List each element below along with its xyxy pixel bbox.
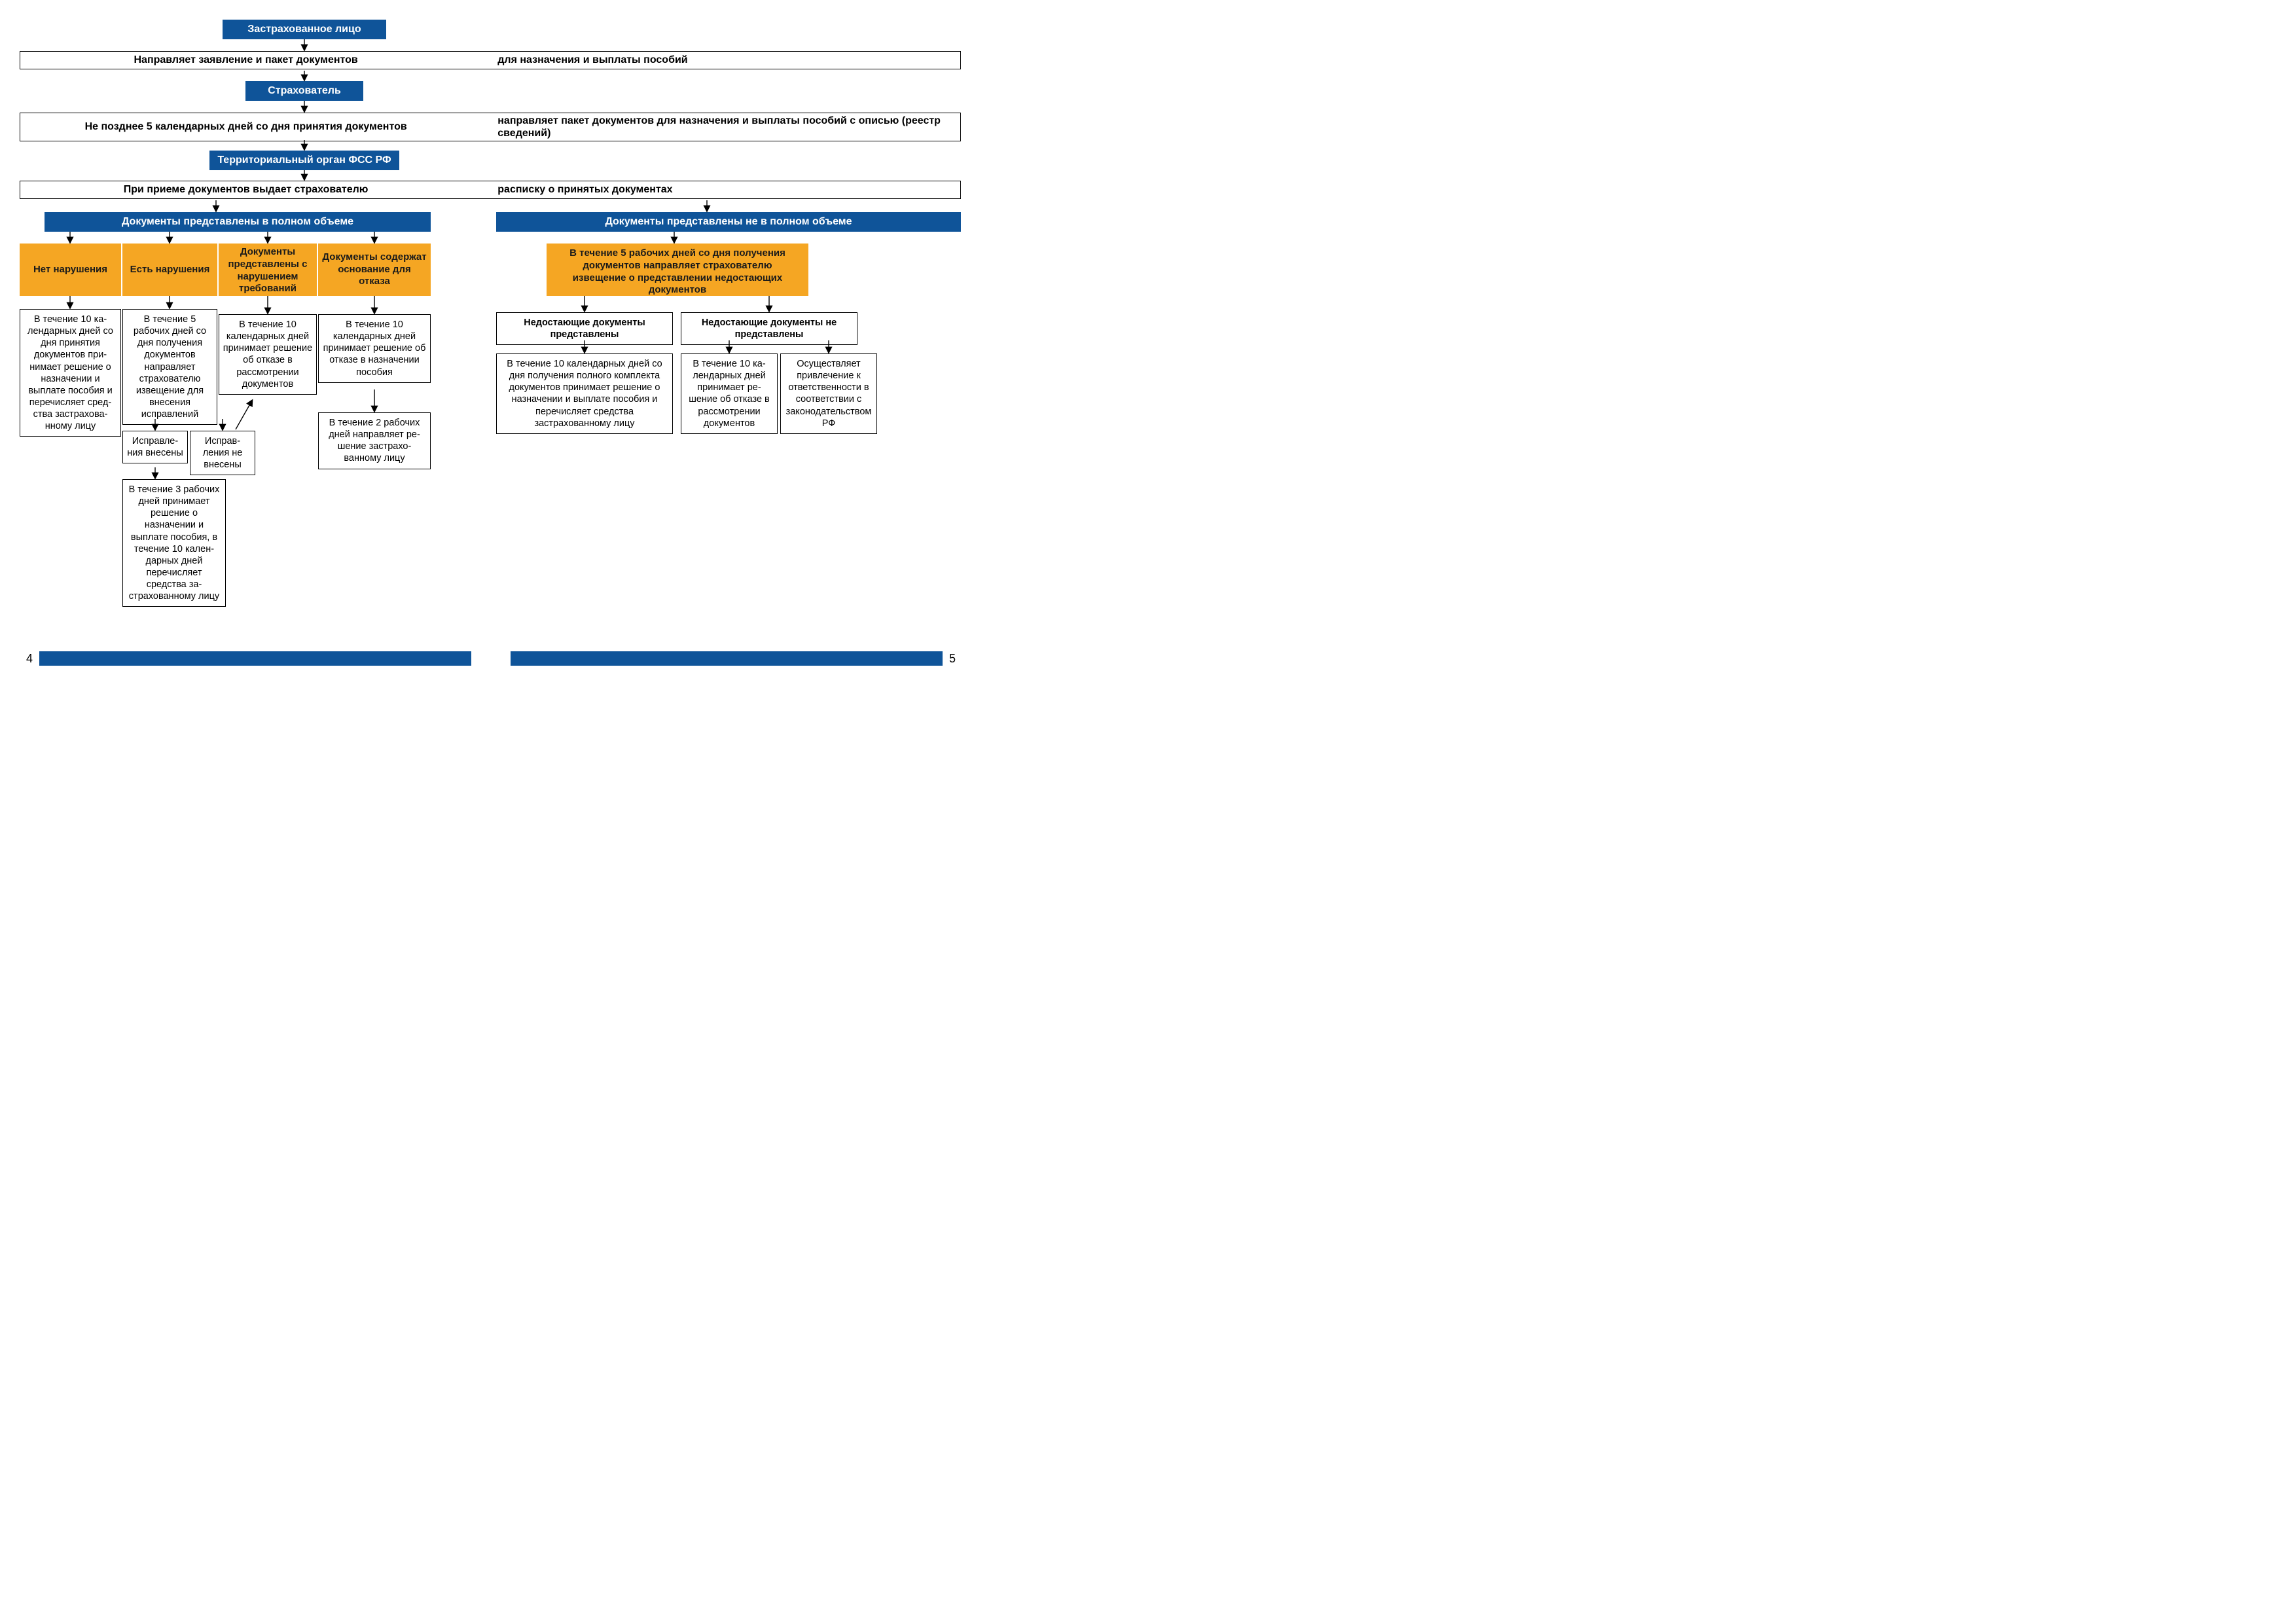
node-fixed-no: Исправ­ления не внесены [190, 431, 255, 475]
row2-left: Не позднее 5 календарных дней со дня при… [20, 121, 471, 133]
node-fixed-yes: Исправле­ния внесе­ны [122, 431, 188, 463]
node-docs-refusal: Документы со­держат основа­ние для отказ… [318, 244, 431, 296]
row-3: При приеме документов выдает страховател… [20, 181, 961, 199]
page-left: 4 [20, 652, 39, 666]
row3-right: расписку о принятых документах [471, 184, 960, 196]
node-fss: Территориальный орган ФСС РФ [209, 151, 399, 170]
node-insurer: Страхователь [245, 81, 363, 101]
row2-right: направляет пакет документов для назначен… [471, 115, 960, 139]
node-insured: Застрахованное лицо [223, 20, 386, 39]
footer-bars: 4 5 [20, 651, 962, 666]
bar-right [511, 651, 943, 666]
row-1: Направляет заявление и пакет документов … [20, 51, 961, 69]
node-has-viol-notice: В течение 5 рабочих дней со дня получе­н… [122, 309, 217, 425]
node-send-decision-2: В течение 2 рабочих дней направляет ре­ш… [318, 412, 431, 469]
node-refuse-benefit: В течение 10 календарных дней принима­ет… [318, 314, 431, 383]
node-missing-yes: Недостающие документы представлены [496, 312, 673, 345]
node-send-notice-5: В течение 5 рабочих дней со дня по­лучен… [547, 244, 808, 296]
node-liability: Осуществляет привлече­ние к ответ­ственн… [780, 353, 877, 434]
row1-right: для назначения и выплаты пособий [471, 54, 960, 66]
node-has-viol: Есть нарушения [122, 244, 217, 296]
node-docs-full: Документы представлены в полном объеме [45, 212, 431, 232]
node-no-viol-decision: В течение 10 ка­лендарных дней со дня пр… [20, 309, 121, 437]
node-decision-3-10: В течение 3 ра­бочих дней при­нимает реш… [122, 479, 226, 607]
node-refuse-review-2: В течение 10 ка­лендарных дней принимает… [681, 353, 778, 434]
row1-left: Направляет заявление и пакет документов [20, 54, 471, 66]
node-refuse-review: В течение 10 календарных дней принимает … [219, 314, 317, 395]
node-missing-no: Недостающие документы не представлены [681, 312, 857, 345]
page-right: 5 [943, 652, 962, 666]
row3-left: При приеме документов выдает страховател… [20, 184, 471, 196]
node-req-viol: Документы представлены с нарушением треб… [219, 244, 317, 296]
bar-left [39, 651, 471, 666]
node-no-viol: Нет нарушения [20, 244, 121, 296]
node-full-docs-decision: В течение 10 календарных дней со дня пол… [496, 353, 673, 434]
row-2: Не позднее 5 календарных дней со дня при… [20, 113, 961, 141]
flowchart-canvas: Застрахованное лицо Направляет заявление… [20, 20, 962, 638]
node-docs-partial: Документы представлены не в полном объем… [496, 212, 961, 232]
